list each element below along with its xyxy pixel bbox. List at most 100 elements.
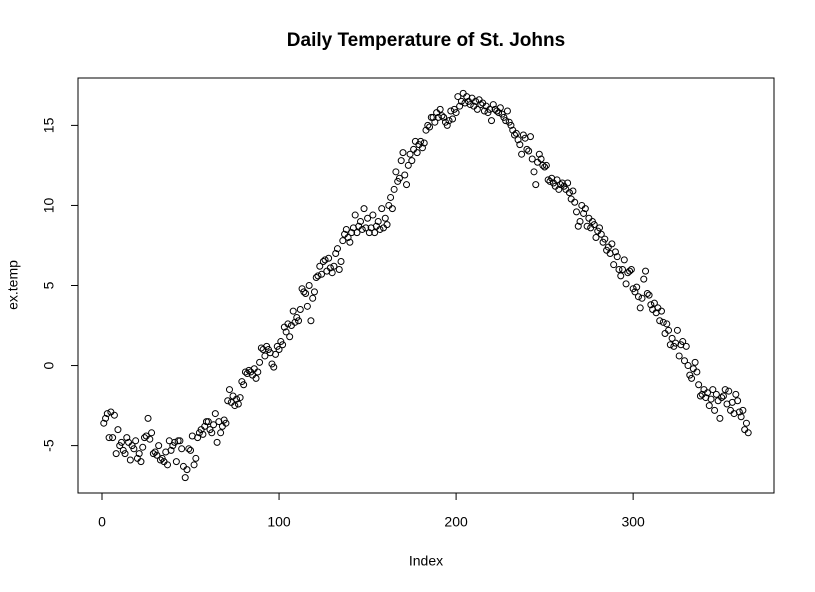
point <box>403 181 411 189</box>
point <box>489 101 497 109</box>
point <box>684 362 692 370</box>
point <box>312 273 320 281</box>
point <box>346 238 354 246</box>
x-tick-label: 300 <box>621 514 645 530</box>
point <box>371 229 379 237</box>
point <box>295 317 303 325</box>
x-tick-label: 100 <box>267 514 291 530</box>
point <box>488 117 496 125</box>
point <box>443 121 451 129</box>
point <box>254 368 262 376</box>
point <box>503 107 511 115</box>
point <box>156 456 164 464</box>
point <box>132 437 140 445</box>
point <box>378 205 386 213</box>
point <box>704 389 712 397</box>
point <box>365 229 373 237</box>
point <box>383 221 391 229</box>
point <box>233 395 241 403</box>
point <box>718 394 726 402</box>
point <box>307 317 315 325</box>
point <box>176 437 184 445</box>
point <box>272 350 280 358</box>
point <box>511 131 519 139</box>
point <box>240 381 248 389</box>
point <box>544 176 552 184</box>
point <box>495 109 503 117</box>
point <box>321 256 329 264</box>
point <box>100 419 108 427</box>
point <box>319 257 327 265</box>
point <box>222 419 230 427</box>
point <box>665 326 673 334</box>
point <box>530 168 538 176</box>
y-tick-label: 0 <box>41 361 57 369</box>
point <box>256 358 264 366</box>
point <box>241 368 249 376</box>
point <box>663 320 671 328</box>
point <box>642 267 650 275</box>
point <box>302 290 310 298</box>
point <box>440 113 448 121</box>
point <box>617 272 625 280</box>
point <box>139 443 147 451</box>
point <box>596 224 604 232</box>
point <box>466 101 474 109</box>
point <box>213 438 221 446</box>
point <box>392 168 400 176</box>
point <box>314 272 322 280</box>
point <box>610 261 618 269</box>
point <box>679 338 687 346</box>
point <box>364 214 372 222</box>
point <box>709 386 717 394</box>
point <box>326 264 334 272</box>
point <box>103 410 111 418</box>
point <box>289 307 297 315</box>
point <box>638 294 646 302</box>
point <box>406 150 414 158</box>
point <box>408 157 416 165</box>
point <box>496 104 504 112</box>
point <box>187 446 195 454</box>
point <box>627 265 635 273</box>
point <box>388 205 396 213</box>
point <box>337 257 345 265</box>
point <box>192 454 200 462</box>
point <box>737 413 745 421</box>
point <box>231 402 239 410</box>
point <box>456 102 464 110</box>
point <box>178 445 186 453</box>
point <box>172 458 180 466</box>
point <box>732 390 740 398</box>
point <box>353 229 361 237</box>
point <box>109 434 117 442</box>
point <box>417 137 425 145</box>
point <box>659 318 667 326</box>
point <box>335 265 343 273</box>
point <box>360 205 368 213</box>
point <box>739 406 747 414</box>
point <box>634 293 642 301</box>
point <box>643 290 651 298</box>
point <box>110 411 118 419</box>
point <box>201 422 209 430</box>
point <box>735 408 743 416</box>
point <box>376 225 384 233</box>
point <box>420 139 428 147</box>
point <box>135 450 143 458</box>
point <box>369 211 377 219</box>
point <box>185 445 193 453</box>
point <box>650 299 658 307</box>
point <box>261 352 269 360</box>
point <box>204 418 212 426</box>
point <box>719 392 727 400</box>
point <box>424 121 432 129</box>
point <box>395 174 403 182</box>
point <box>542 161 550 169</box>
point <box>208 429 216 437</box>
point <box>325 254 333 262</box>
point <box>675 352 683 360</box>
point <box>734 397 742 405</box>
point <box>270 363 278 371</box>
